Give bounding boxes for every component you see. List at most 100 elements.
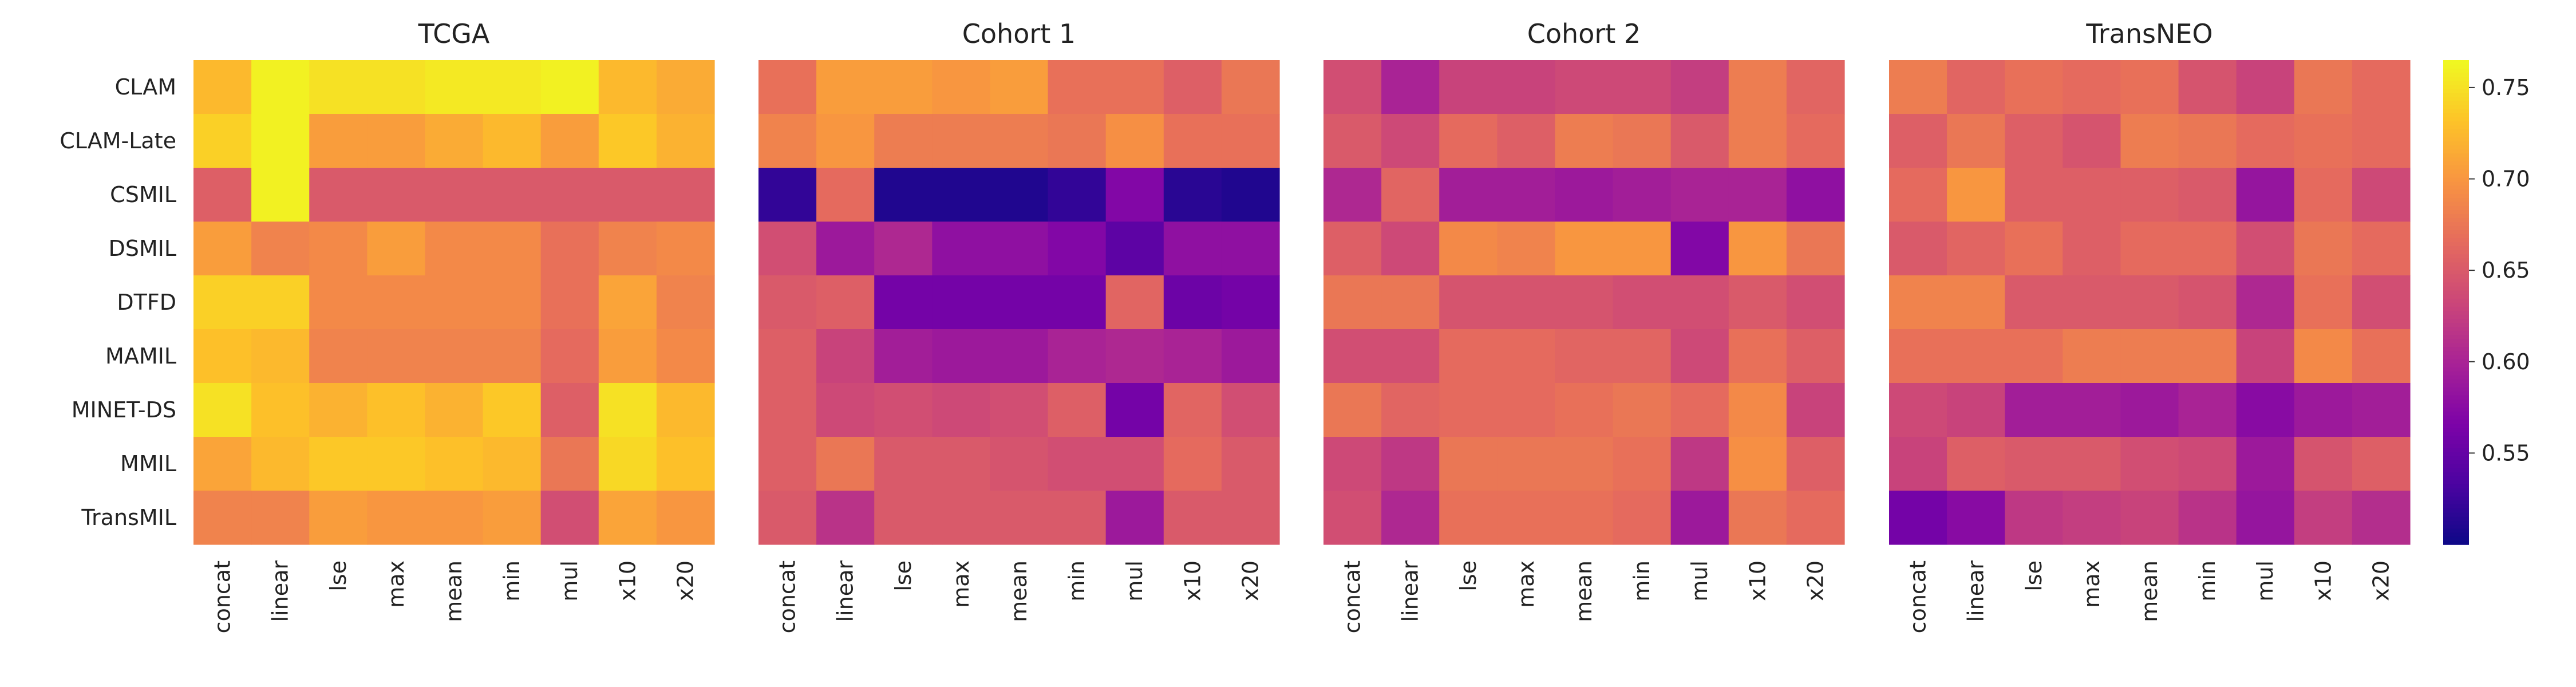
heatmap-cell <box>598 491 657 545</box>
column-tick-label: x20 <box>2368 560 2393 601</box>
heatmap-cell <box>540 222 599 276</box>
heatmap-cell <box>2063 383 2121 437</box>
heatmap-cell <box>2178 491 2237 545</box>
heatmap-cell <box>1786 60 1845 114</box>
heatmap-cell <box>990 437 1049 491</box>
heatmap-cell <box>1439 168 1498 222</box>
heatmap-cell <box>1613 275 1672 330</box>
colorbar-segment <box>2443 270 2469 275</box>
heatmap-cell <box>598 437 657 491</box>
column-tick-label: lse <box>891 560 916 591</box>
heatmap-cell <box>540 168 599 222</box>
heatmap-cell <box>425 329 484 384</box>
colorbar-segment <box>2443 181 2469 186</box>
heatmap-cell <box>251 329 310 384</box>
heatmap-cell <box>1947 437 2005 491</box>
heatmap-cell <box>540 60 599 114</box>
colorbar-segment <box>2443 326 2469 331</box>
column-tick-label: mul <box>2253 560 2278 602</box>
colorbar-segment <box>2443 516 2469 521</box>
colorbar-segment <box>2443 451 2469 456</box>
heatmap-cell <box>2236 329 2295 384</box>
colorbar-segment <box>2443 306 2469 311</box>
column-tick-label: mean <box>1006 560 1032 622</box>
heatmap-cell <box>2178 168 2237 222</box>
colorbar-segment <box>2443 318 2469 323</box>
heatmap-cell <box>1728 222 1787 276</box>
colorbar-segment <box>2443 298 2469 303</box>
colorbar-segment <box>2443 330 2469 335</box>
colorbar-segment <box>2443 290 2469 295</box>
colorbar-segment <box>2443 378 2469 384</box>
heatmap-cell <box>816 329 875 384</box>
heatmap-cell <box>1323 329 1382 384</box>
heatmap-cell <box>598 114 657 168</box>
heatmap-cell <box>1889 114 1947 168</box>
colorbar-segment <box>2443 282 2469 287</box>
heatmap-cell <box>1889 383 1947 437</box>
row-tick-label: DSMIL <box>108 236 176 261</box>
heatmap-cell <box>425 114 484 168</box>
heatmap-cell <box>1323 491 1382 545</box>
heatmap-cell <box>193 383 252 437</box>
heatmap-cell <box>1221 491 1280 545</box>
heatmap-cell <box>656 168 715 222</box>
heatmap-cell <box>540 383 599 437</box>
panel-title: Cohort 2 <box>1527 18 1641 49</box>
heatmap-cell <box>251 275 310 330</box>
colorbar-segment <box>2443 391 2469 396</box>
heatmap-cell <box>2178 437 2237 491</box>
colorbar-segment <box>2443 254 2469 259</box>
row-tick-label: CLAM <box>115 74 176 100</box>
colorbar-segment <box>2443 84 2469 89</box>
heatmap-cell <box>483 168 542 222</box>
colorbar-segment <box>2443 455 2469 460</box>
colorbar-segment <box>2443 488 2469 493</box>
heatmap-cell <box>2178 383 2237 437</box>
heatmap-cell <box>1555 329 1614 384</box>
heatmap-cell <box>1947 168 2005 222</box>
colorbar-segment <box>2443 205 2469 210</box>
colorbar-segment <box>2443 407 2469 412</box>
heatmap-cell <box>1381 383 1440 437</box>
column-tick-label: max <box>949 560 974 608</box>
heatmap-cell <box>598 60 657 114</box>
heatmap-cell <box>1221 329 1280 384</box>
heatmap-cell <box>2120 114 2179 168</box>
colorbar-segment <box>2443 64 2469 69</box>
heatmap-cell <box>1105 275 1164 330</box>
column-tick-label: x20 <box>673 560 698 601</box>
row-labels: CLAM CLAM-Late CSMIL DSMIL DTFD MAMIL MINET-DS… <box>60 74 176 530</box>
heatmap-cell <box>367 168 426 222</box>
colorbar-segment <box>2443 314 2469 319</box>
heatmap-cell <box>2236 114 2295 168</box>
heatmap-cell <box>193 491 252 545</box>
heatmap-cell <box>483 60 542 114</box>
heatmap-cell <box>598 275 657 330</box>
heatmap-cell <box>2120 222 2179 276</box>
column-tick-label: x10 <box>615 560 640 601</box>
colorbar-segment <box>2443 354 2469 360</box>
heatmap-cell <box>309 168 368 222</box>
heatmap-cell <box>1048 275 1107 330</box>
colorbar-segment <box>2443 189 2469 194</box>
heatmap-cell <box>309 437 368 491</box>
colorbar: 0.55 0.60 0.65 0.70 0.75 <box>2443 60 2530 545</box>
heatmap-cell <box>309 222 368 276</box>
heatmap-cell <box>1497 437 1556 491</box>
heatmap-cell <box>1947 114 2005 168</box>
column-tick-label: x10 <box>1180 560 1205 601</box>
colorbar-tick-label: 0.70 <box>2482 167 2530 192</box>
colorbar-segment <box>2443 532 2469 537</box>
heatmap-cell <box>1889 60 1947 114</box>
colorbar-tick-label: 0.75 <box>2482 75 2530 100</box>
heatmap-cell <box>1439 329 1498 384</box>
heatmap-cell <box>1613 491 1672 545</box>
row-tick-label: MMIL <box>120 451 176 476</box>
colorbar-segment <box>2443 431 2469 436</box>
heatmap-cell <box>1048 168 1107 222</box>
column-tick-label: max <box>384 560 409 608</box>
column-tick-label: max <box>2079 560 2104 608</box>
heatmap-cell <box>1728 437 1787 491</box>
